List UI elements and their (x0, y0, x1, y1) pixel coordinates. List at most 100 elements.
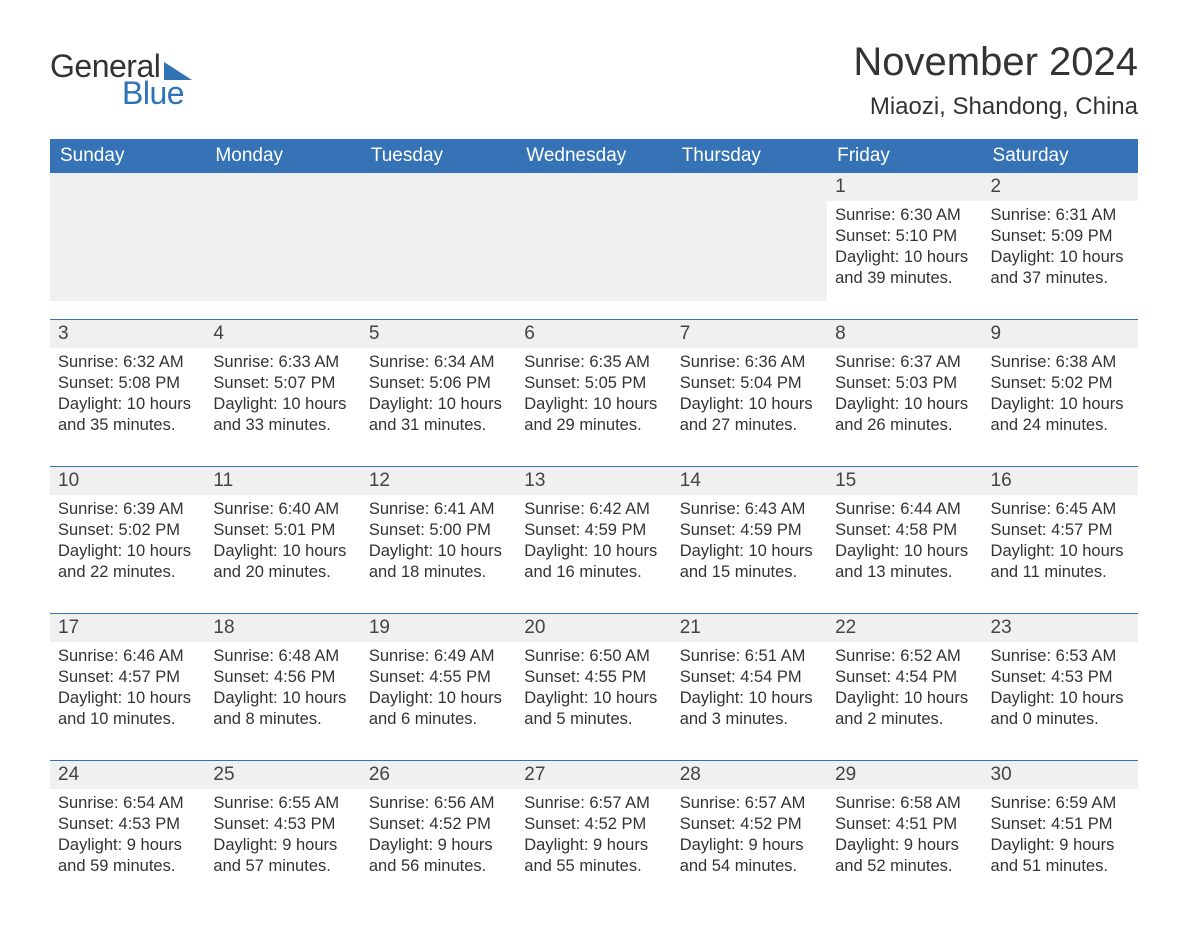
sunrise-line: Sunrise: 6:42 AM (524, 499, 663, 520)
day-cell: 19Sunrise: 6:49 AMSunset: 4:55 PMDayligh… (361, 614, 516, 742)
day-cell: 13Sunrise: 6:42 AMSunset: 4:59 PMDayligh… (516, 467, 671, 595)
day-number: 14 (672, 467, 827, 495)
day-cell: 16Sunrise: 6:45 AMSunset: 4:57 PMDayligh… (983, 467, 1138, 595)
daylight-line: Daylight: 10 hours and 5 minutes. (524, 688, 663, 730)
sunrise-line: Sunrise: 6:54 AM (58, 793, 197, 814)
daylight-line: Daylight: 9 hours and 59 minutes. (58, 835, 197, 877)
day-number-empty (205, 173, 360, 201)
day-body: Sunrise: 6:55 AMSunset: 4:53 PMDaylight:… (205, 789, 360, 885)
sunset-line: Sunset: 5:04 PM (680, 373, 819, 394)
day-body: Sunrise: 6:39 AMSunset: 5:02 PMDaylight:… (50, 495, 205, 591)
day-cell: 8Sunrise: 6:37 AMSunset: 5:03 PMDaylight… (827, 320, 982, 448)
day-number: 29 (827, 761, 982, 789)
day-number: 8 (827, 320, 982, 348)
sunrise-line: Sunrise: 6:53 AM (991, 646, 1130, 667)
day-body: Sunrise: 6:31 AMSunset: 5:09 PMDaylight:… (983, 201, 1138, 297)
day-number: 30 (983, 761, 1138, 789)
location: Miaozi, Shandong, China (853, 93, 1138, 121)
day-number: 28 (672, 761, 827, 789)
sunset-line: Sunset: 4:59 PM (524, 520, 663, 541)
day-cell: 23Sunrise: 6:53 AMSunset: 4:53 PMDayligh… (983, 614, 1138, 742)
daylight-line: Daylight: 10 hours and 33 minutes. (213, 394, 352, 436)
daylight-line: Daylight: 10 hours and 22 minutes. (58, 541, 197, 583)
day-body: Sunrise: 6:35 AMSunset: 5:05 PMDaylight:… (516, 348, 671, 444)
day-body: Sunrise: 6:36 AMSunset: 5:04 PMDaylight:… (672, 348, 827, 444)
sunrise-line: Sunrise: 6:32 AM (58, 352, 197, 373)
sunset-line: Sunset: 5:00 PM (369, 520, 508, 541)
sunrise-line: Sunrise: 6:46 AM (58, 646, 197, 667)
sunset-line: Sunset: 4:52 PM (524, 814, 663, 835)
daylight-line: Daylight: 9 hours and 54 minutes. (680, 835, 819, 877)
day-cell: 3Sunrise: 6:32 AMSunset: 5:08 PMDaylight… (50, 320, 205, 448)
dow-cell: Monday (205, 139, 360, 173)
dow-cell: Sunday (50, 139, 205, 173)
sunset-line: Sunset: 5:08 PM (58, 373, 197, 394)
day-body: Sunrise: 6:48 AMSunset: 4:56 PMDaylight:… (205, 642, 360, 738)
day-number: 10 (50, 467, 205, 495)
sunrise-line: Sunrise: 6:40 AM (213, 499, 352, 520)
day-body: Sunrise: 6:33 AMSunset: 5:07 PMDaylight:… (205, 348, 360, 444)
day-body: Sunrise: 6:32 AMSunset: 5:08 PMDaylight:… (50, 348, 205, 444)
day-cell: 24Sunrise: 6:54 AMSunset: 4:53 PMDayligh… (50, 761, 205, 889)
week-row: 10Sunrise: 6:39 AMSunset: 5:02 PMDayligh… (50, 466, 1138, 595)
day-cell: 12Sunrise: 6:41 AMSunset: 5:00 PMDayligh… (361, 467, 516, 595)
daylight-line: Daylight: 10 hours and 8 minutes. (213, 688, 352, 730)
daylight-line: Daylight: 10 hours and 18 minutes. (369, 541, 508, 583)
sunrise-line: Sunrise: 6:38 AM (991, 352, 1130, 373)
day-body: Sunrise: 6:50 AMSunset: 4:55 PMDaylight:… (516, 642, 671, 738)
day-body: Sunrise: 6:30 AMSunset: 5:10 PMDaylight:… (827, 201, 982, 297)
daylight-line: Daylight: 10 hours and 31 minutes. (369, 394, 508, 436)
daylight-line: Daylight: 10 hours and 6 minutes. (369, 688, 508, 730)
sunset-line: Sunset: 4:58 PM (835, 520, 974, 541)
day-number-empty (516, 173, 671, 201)
sunset-line: Sunset: 5:05 PM (524, 373, 663, 394)
sunrise-line: Sunrise: 6:48 AM (213, 646, 352, 667)
day-number: 16 (983, 467, 1138, 495)
day-cell: 29Sunrise: 6:58 AMSunset: 4:51 PMDayligh… (827, 761, 982, 889)
day-cell: 1Sunrise: 6:30 AMSunset: 5:10 PMDaylight… (827, 173, 982, 301)
sunrise-line: Sunrise: 6:39 AM (58, 499, 197, 520)
day-cell: 10Sunrise: 6:39 AMSunset: 5:02 PMDayligh… (50, 467, 205, 595)
day-cell: 17Sunrise: 6:46 AMSunset: 4:57 PMDayligh… (50, 614, 205, 742)
day-body: Sunrise: 6:43 AMSunset: 4:59 PMDaylight:… (672, 495, 827, 591)
day-cell: 6Sunrise: 6:35 AMSunset: 5:05 PMDaylight… (516, 320, 671, 448)
day-cell: 18Sunrise: 6:48 AMSunset: 4:56 PMDayligh… (205, 614, 360, 742)
day-body: Sunrise: 6:57 AMSunset: 4:52 PMDaylight:… (672, 789, 827, 885)
day-number: 7 (672, 320, 827, 348)
sunrise-line: Sunrise: 6:31 AM (991, 205, 1130, 226)
dow-cell: Saturday (983, 139, 1138, 173)
day-number: 6 (516, 320, 671, 348)
sunset-line: Sunset: 4:55 PM (369, 667, 508, 688)
day-body: Sunrise: 6:34 AMSunset: 5:06 PMDaylight:… (361, 348, 516, 444)
sunrise-line: Sunrise: 6:57 AM (680, 793, 819, 814)
day-body: Sunrise: 6:41 AMSunset: 5:00 PMDaylight:… (361, 495, 516, 591)
day-body: Sunrise: 6:44 AMSunset: 4:58 PMDaylight:… (827, 495, 982, 591)
day-body: Sunrise: 6:46 AMSunset: 4:57 PMDaylight:… (50, 642, 205, 738)
day-cell: 25Sunrise: 6:55 AMSunset: 4:53 PMDayligh… (205, 761, 360, 889)
day-number: 12 (361, 467, 516, 495)
daylight-line: Daylight: 10 hours and 27 minutes. (680, 394, 819, 436)
day-number: 2 (983, 173, 1138, 201)
sunset-line: Sunset: 4:51 PM (835, 814, 974, 835)
day-body: Sunrise: 6:53 AMSunset: 4:53 PMDaylight:… (983, 642, 1138, 738)
day-cell: 28Sunrise: 6:57 AMSunset: 4:52 PMDayligh… (672, 761, 827, 889)
daylight-line: Daylight: 10 hours and 35 minutes. (58, 394, 197, 436)
logo-text-blue: Blue (122, 75, 192, 112)
daylight-line: Daylight: 10 hours and 26 minutes. (835, 394, 974, 436)
daylight-line: Daylight: 9 hours and 52 minutes. (835, 835, 974, 877)
daylight-line: Daylight: 9 hours and 55 minutes. (524, 835, 663, 877)
daylight-line: Daylight: 9 hours and 51 minutes. (991, 835, 1130, 877)
week-row: 17Sunrise: 6:46 AMSunset: 4:57 PMDayligh… (50, 613, 1138, 742)
day-cell: 27Sunrise: 6:57 AMSunset: 4:52 PMDayligh… (516, 761, 671, 889)
day-number-empty (672, 173, 827, 201)
sunset-line: Sunset: 4:57 PM (991, 520, 1130, 541)
day-number: 4 (205, 320, 360, 348)
day-number-empty (361, 173, 516, 201)
week-row: 1Sunrise: 6:30 AMSunset: 5:10 PMDaylight… (50, 173, 1138, 301)
day-cell: 7Sunrise: 6:36 AMSunset: 5:04 PMDaylight… (672, 320, 827, 448)
day-body: Sunrise: 6:49 AMSunset: 4:55 PMDaylight:… (361, 642, 516, 738)
week-row: 3Sunrise: 6:32 AMSunset: 5:08 PMDaylight… (50, 319, 1138, 448)
daylight-line: Daylight: 10 hours and 11 minutes. (991, 541, 1130, 583)
sunrise-line: Sunrise: 6:51 AM (680, 646, 819, 667)
day-cell: 2Sunrise: 6:31 AMSunset: 5:09 PMDaylight… (983, 173, 1138, 301)
